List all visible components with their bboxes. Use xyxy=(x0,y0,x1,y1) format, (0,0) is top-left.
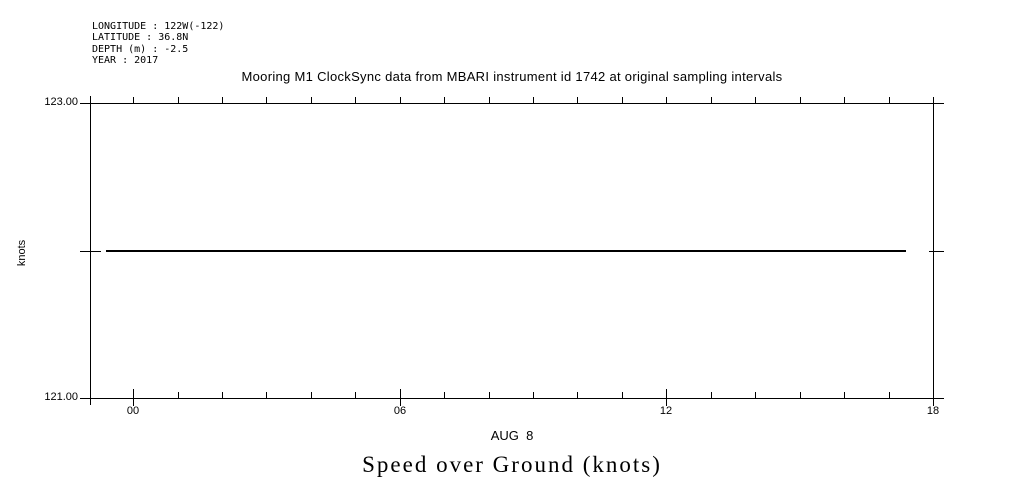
x-tick-major xyxy=(400,389,401,406)
x-tick-major xyxy=(133,389,134,406)
meta-year: YEAR : 2017 xyxy=(92,55,159,67)
chart-caption: Speed over Ground (knots) xyxy=(362,452,662,477)
y-tick-left xyxy=(80,251,101,252)
x-tick-minor xyxy=(755,392,756,398)
station-metadata: LONGITUDE : 122W(-122) LATITUDE : 36.8N … xyxy=(92,21,224,67)
meta-depth: DEPTH (m) : -2.5 xyxy=(92,43,189,55)
x-tick-top xyxy=(178,97,179,103)
x-tick-top xyxy=(266,97,267,103)
x-axis-date-label: AUG 8 xyxy=(490,428,534,443)
x-tick-top xyxy=(533,97,534,103)
x-tick-minor xyxy=(889,392,890,398)
x-tick-minor xyxy=(844,392,845,398)
x-tick-label: 18 xyxy=(926,405,940,417)
x-tick-top xyxy=(800,97,801,103)
y-tick-right xyxy=(929,251,944,252)
x-tick-top xyxy=(489,97,490,103)
y-tick-left xyxy=(80,103,101,104)
x-tick-top xyxy=(622,97,623,103)
y-tick-label: 121.00 xyxy=(44,391,78,403)
x-tick-top xyxy=(222,97,223,103)
x-tick-minor xyxy=(266,392,267,398)
x-tick-top xyxy=(311,97,312,103)
x-tick-top xyxy=(444,97,445,103)
y-tick-right xyxy=(929,398,944,399)
y-tick-label: 123.00 xyxy=(44,96,78,108)
x-tick-top xyxy=(933,97,934,103)
x-tick-minor xyxy=(178,392,179,398)
x-tick-minor xyxy=(711,392,712,398)
x-tick-top xyxy=(889,97,890,103)
y-axis-left-line xyxy=(90,96,91,405)
x-tick-top xyxy=(133,97,134,103)
x-tick-top xyxy=(355,97,356,103)
x-tick-minor xyxy=(222,392,223,398)
x-tick-top xyxy=(577,97,578,103)
meta-longitude: LONGITUDE : 122W(-122) xyxy=(92,21,225,32)
y-tick-left xyxy=(80,398,101,399)
x-tick-major xyxy=(666,389,667,406)
x-tick-minor xyxy=(577,392,578,398)
x-tick-minor xyxy=(355,392,356,398)
x-tick-minor xyxy=(533,392,534,398)
x-tick-label: 00 xyxy=(126,405,140,417)
x-tick-minor xyxy=(622,392,623,398)
x-tick-minor xyxy=(489,392,490,398)
x-tick-top xyxy=(711,97,712,103)
x-tick-top xyxy=(755,97,756,103)
x-tick-minor xyxy=(800,392,801,398)
x-tick-label: 06 xyxy=(393,405,407,417)
y-axis-label: knots xyxy=(16,239,28,267)
x-tick-top xyxy=(844,97,845,103)
x-tick-top xyxy=(400,97,401,103)
x-tick-label: 12 xyxy=(659,405,673,417)
y-axis-right-line xyxy=(933,103,934,406)
chart-title: Mooring M1 ClockSync data from MBARI ins… xyxy=(241,69,783,84)
meta-latitude: LATITUDE : 36.8N xyxy=(92,32,189,44)
x-tick-minor xyxy=(444,392,445,398)
x-tick-minor xyxy=(311,392,312,398)
x-axis-top-line xyxy=(90,103,934,104)
x-axis-bottom-line xyxy=(90,398,934,399)
y-tick-right xyxy=(929,103,944,104)
data-line xyxy=(106,250,906,252)
x-tick-major xyxy=(933,389,934,406)
x-tick-top xyxy=(666,97,667,103)
